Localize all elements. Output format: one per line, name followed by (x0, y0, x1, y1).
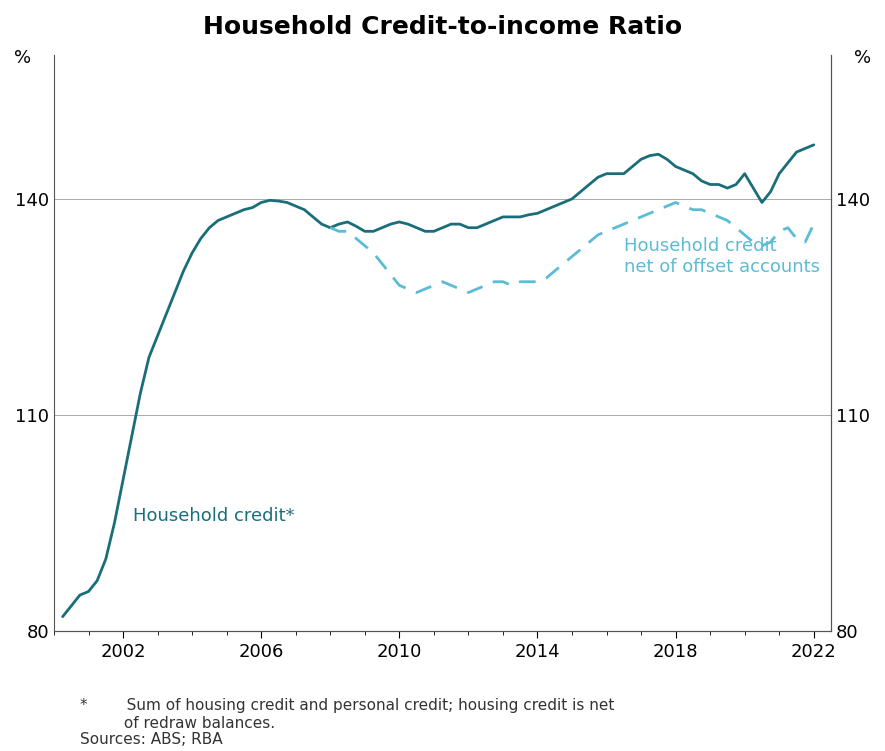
Y-axis label: %: % (853, 49, 871, 67)
Title: Household Credit-to-income Ratio: Household Credit-to-income Ratio (203, 15, 682, 39)
Text: Sources: ABS; RBA: Sources: ABS; RBA (80, 732, 222, 747)
Text: *        Sum of housing credit and personal credit; housing credit is net
      : * Sum of housing credit and personal cre… (80, 698, 614, 731)
Y-axis label: %: % (14, 49, 32, 67)
Text: Household credit
net of offset accounts: Household credit net of offset accounts (624, 237, 820, 276)
Text: Household credit*: Household credit* (134, 507, 295, 525)
